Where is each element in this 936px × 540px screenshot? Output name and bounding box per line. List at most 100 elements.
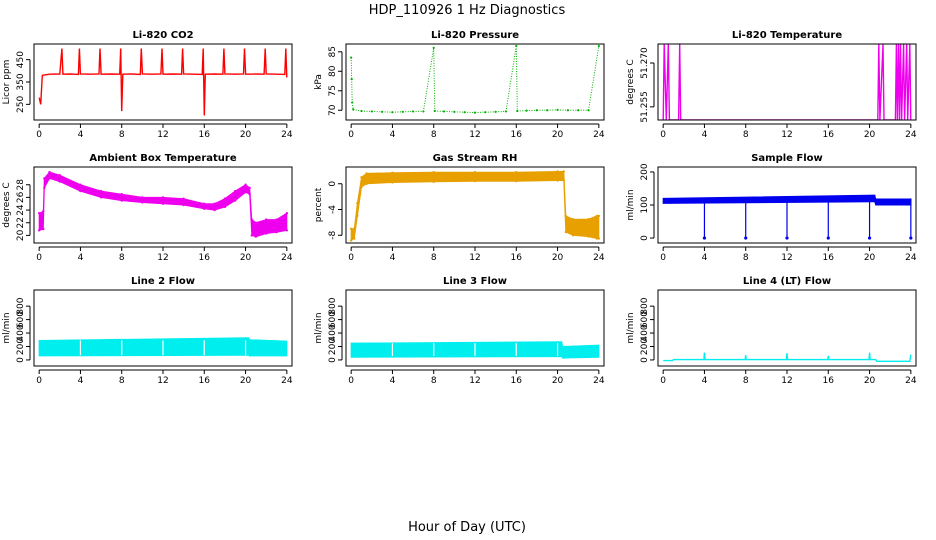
x-tick-label: 16 <box>823 253 835 263</box>
plot-frame <box>657 289 917 367</box>
x-tick-label: 20 <box>552 376 564 386</box>
y-axis-label: percent <box>314 187 324 222</box>
data-point <box>203 207 206 210</box>
plot-frame <box>33 166 293 244</box>
series-segment <box>350 57 353 80</box>
series-group <box>38 337 288 357</box>
data-point <box>223 197 227 200</box>
data-point <box>37 212 41 215</box>
x-tick-label: 0 <box>660 376 666 386</box>
series-group <box>350 44 600 114</box>
x-tick-label: 16 <box>823 130 835 140</box>
y-tick-label: 400 <box>16 324 26 341</box>
x-tick-label: 20 <box>240 253 252 263</box>
data-point <box>213 202 216 205</box>
y-axis-label: degrees C <box>2 182 12 227</box>
x-tick-label: 12 <box>781 253 792 263</box>
data-point <box>597 44 600 48</box>
y-axis-label: Licor ppm <box>2 60 12 105</box>
data-point <box>265 232 268 235</box>
data-point <box>473 179 477 183</box>
y-tick-label: 600 <box>16 311 26 328</box>
data-point <box>562 170 565 173</box>
flow-band <box>875 198 912 206</box>
x-tick-label: 24 <box>905 376 917 386</box>
data-point <box>42 210 45 213</box>
data-point <box>99 189 103 193</box>
x-tick-label: 4 <box>390 376 396 386</box>
y-tick-label: 400 <box>640 324 650 341</box>
data-point <box>587 217 590 221</box>
series-group <box>662 194 913 240</box>
figure-title: HDP_110926 1 Hz Diagnostics <box>369 3 566 18</box>
x-tick-label: 12 <box>781 130 792 140</box>
series-group <box>662 44 912 120</box>
flow-band <box>350 341 563 358</box>
x-tick-label: 20 <box>864 130 876 140</box>
data-point <box>250 218 253 221</box>
y-axis-label: ml/min <box>626 312 636 343</box>
x-axis: 0 4 8 12 16 20 24 <box>660 369 917 386</box>
y-tick-label: 75 <box>328 85 338 96</box>
data-point <box>58 174 61 177</box>
series-segment <box>353 108 362 112</box>
data-point <box>141 201 144 204</box>
y-tick-label: -4 <box>328 205 338 214</box>
y-tick-label: 20 <box>16 229 26 241</box>
x-tick-label: 16 <box>511 376 523 386</box>
x-tick-label: 8 <box>743 376 749 386</box>
data-point <box>254 235 258 238</box>
panel-title: Li-820 Temperature <box>732 30 842 41</box>
data-point <box>365 182 368 185</box>
data-point <box>360 176 363 179</box>
series-segment <box>505 45 517 112</box>
y-tick-label: 200 <box>640 163 650 180</box>
panel-title: Sample Flow <box>751 153 823 164</box>
x-axis: 0 4 8 12 16 20 24 <box>36 369 293 386</box>
data-point <box>515 170 518 174</box>
data-point <box>562 179 565 182</box>
data-point <box>275 218 278 221</box>
data-point <box>587 235 590 238</box>
x-tick-label: 24 <box>593 130 605 140</box>
x-tick-label: 20 <box>552 130 564 140</box>
x-tick-label: 8 <box>431 376 437 386</box>
plot-frame <box>33 43 293 121</box>
data-point <box>285 229 289 232</box>
panel-title: Line 2 Flow <box>131 276 195 287</box>
series-group <box>37 170 289 238</box>
series-line <box>663 352 912 362</box>
y-tick-label: -8 <box>328 231 338 240</box>
panel-title: Li-820 Pressure <box>431 30 519 41</box>
x-axis: 0 4 8 12 16 20 24 <box>660 123 917 140</box>
y-tick-label: 200 <box>328 338 338 355</box>
x-tick-label: 4 <box>702 376 708 386</box>
data-point <box>556 179 559 182</box>
x-tick-label: 8 <box>119 253 125 263</box>
data-point <box>48 170 51 174</box>
y-tick-label: 70 <box>328 104 338 116</box>
series-group <box>350 341 600 360</box>
data-point <box>58 180 61 183</box>
x-tick-label: 0 <box>36 253 42 263</box>
data-point <box>79 189 82 193</box>
y-tick-label: 400 <box>328 324 338 341</box>
panel-title: Line 4 (LT) Flow <box>743 276 831 287</box>
y-tick-label: 0 <box>328 357 338 363</box>
data-point <box>867 236 872 240</box>
x-axis: 0 4 8 12 16 20 24 <box>348 369 605 386</box>
x-tick-label: 20 <box>552 253 564 263</box>
series-segment <box>351 79 353 103</box>
x-tick-label: 20 <box>864 376 876 386</box>
panel-gas-stream-rh: Gas Stream RH 0 4 8 12 16 20 24 -8 -4 0 percent <box>314 153 605 263</box>
x-tick-label: 4 <box>390 253 396 263</box>
data-point <box>785 236 789 240</box>
data-point <box>515 179 518 183</box>
data-point <box>353 237 356 240</box>
data-point <box>43 186 46 190</box>
